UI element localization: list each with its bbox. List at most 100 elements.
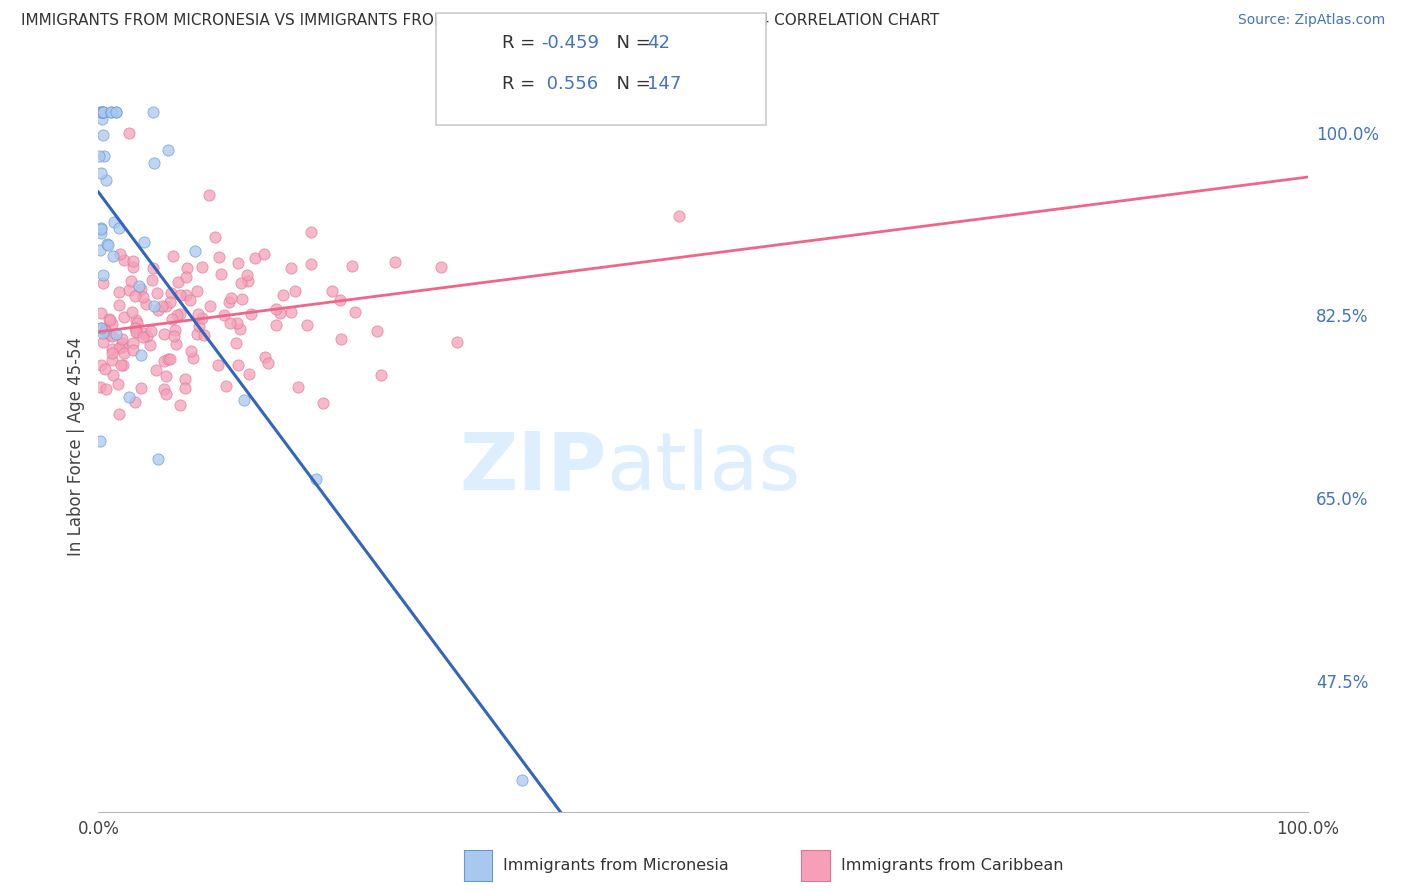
Point [108, 407, 131, 421]
Point [280, 260, 302, 275]
Point [129, 381, 152, 395]
Point [101, 346, 124, 360]
Point [90, 321, 112, 335]
Point [110, 358, 132, 372]
Point [107, 377, 129, 392]
Point [142, 155, 165, 169]
Point [287, 380, 309, 394]
Point [226, 358, 249, 372]
Point [104, 326, 127, 341]
Point [329, 293, 352, 307]
Point [146, 285, 169, 300]
Point [129, 348, 152, 362]
Point [103, 215, 125, 229]
Point [121, 260, 143, 274]
Point [89, 243, 111, 257]
Point [112, 253, 135, 268]
Point [198, 299, 221, 313]
Point [94, 382, 117, 396]
Point [366, 324, 388, 338]
Point [142, 260, 165, 275]
Point [132, 326, 155, 341]
Point [166, 276, 188, 290]
Point [91, 104, 114, 119]
Point [176, 260, 198, 275]
Point [96, 173, 118, 187]
Point [193, 327, 215, 342]
Point [142, 104, 165, 119]
Point [91, 128, 114, 142]
Point [125, 326, 148, 340]
Point [124, 395, 146, 409]
Point [231, 292, 253, 306]
Point [108, 341, 131, 355]
Point [94, 324, 117, 338]
Point [141, 273, 163, 287]
Point [188, 318, 211, 333]
Point [159, 352, 181, 367]
Point [181, 351, 204, 366]
Point [232, 392, 254, 407]
Point [121, 305, 143, 319]
Point [155, 299, 177, 313]
Point [90, 166, 112, 180]
Point [101, 353, 124, 368]
Point [166, 308, 188, 322]
Point [100, 317, 122, 331]
Point [218, 316, 240, 330]
Point [118, 126, 141, 140]
Point [114, 345, 136, 359]
Point [240, 307, 263, 321]
Point [139, 337, 162, 351]
Point [90, 358, 112, 372]
Point [103, 249, 125, 263]
Point [384, 255, 406, 269]
Point [159, 295, 181, 310]
Point [89, 380, 111, 394]
Point [198, 188, 221, 202]
Point [330, 333, 353, 347]
Point [256, 356, 278, 370]
Point [238, 367, 260, 381]
Point [110, 340, 132, 354]
Point [122, 335, 145, 350]
Text: R =: R = [502, 75, 541, 93]
Point [191, 311, 214, 326]
Point [152, 382, 174, 396]
Point [97, 237, 120, 252]
Point [163, 323, 186, 337]
Point [98, 311, 121, 326]
Point [100, 342, 122, 356]
Point [90, 104, 112, 119]
Point [108, 220, 131, 235]
Text: -0.459: -0.459 [541, 34, 599, 52]
Point [112, 310, 135, 325]
Point [153, 354, 176, 368]
Point [125, 313, 148, 327]
Point [155, 369, 177, 384]
Point [124, 320, 146, 334]
Point [221, 291, 243, 305]
Point [225, 316, 247, 330]
Text: Immigrants from Micronesia: Immigrants from Micronesia [503, 858, 730, 873]
Point [108, 297, 131, 311]
Text: 147: 147 [647, 75, 681, 93]
Point [169, 398, 191, 412]
Point [101, 368, 124, 383]
Point [104, 104, 127, 119]
Point [163, 329, 186, 343]
Point [93, 149, 115, 163]
Point [191, 260, 214, 275]
Point [93, 323, 115, 337]
Point [215, 379, 238, 393]
Point [111, 335, 134, 350]
Point [90, 226, 112, 240]
Text: 42: 42 [647, 34, 669, 52]
Point [269, 306, 291, 320]
Point [174, 288, 197, 302]
Point [295, 318, 318, 332]
Text: IMMIGRANTS FROM MICRONESIA VS IMMIGRANTS FROM CARIBBEAN IN LABOR FORCE | AGE 45-: IMMIGRANTS FROM MICRONESIA VS IMMIGRANTS… [21, 13, 939, 29]
Point [105, 104, 128, 119]
Point [91, 335, 114, 350]
Point [146, 302, 169, 317]
